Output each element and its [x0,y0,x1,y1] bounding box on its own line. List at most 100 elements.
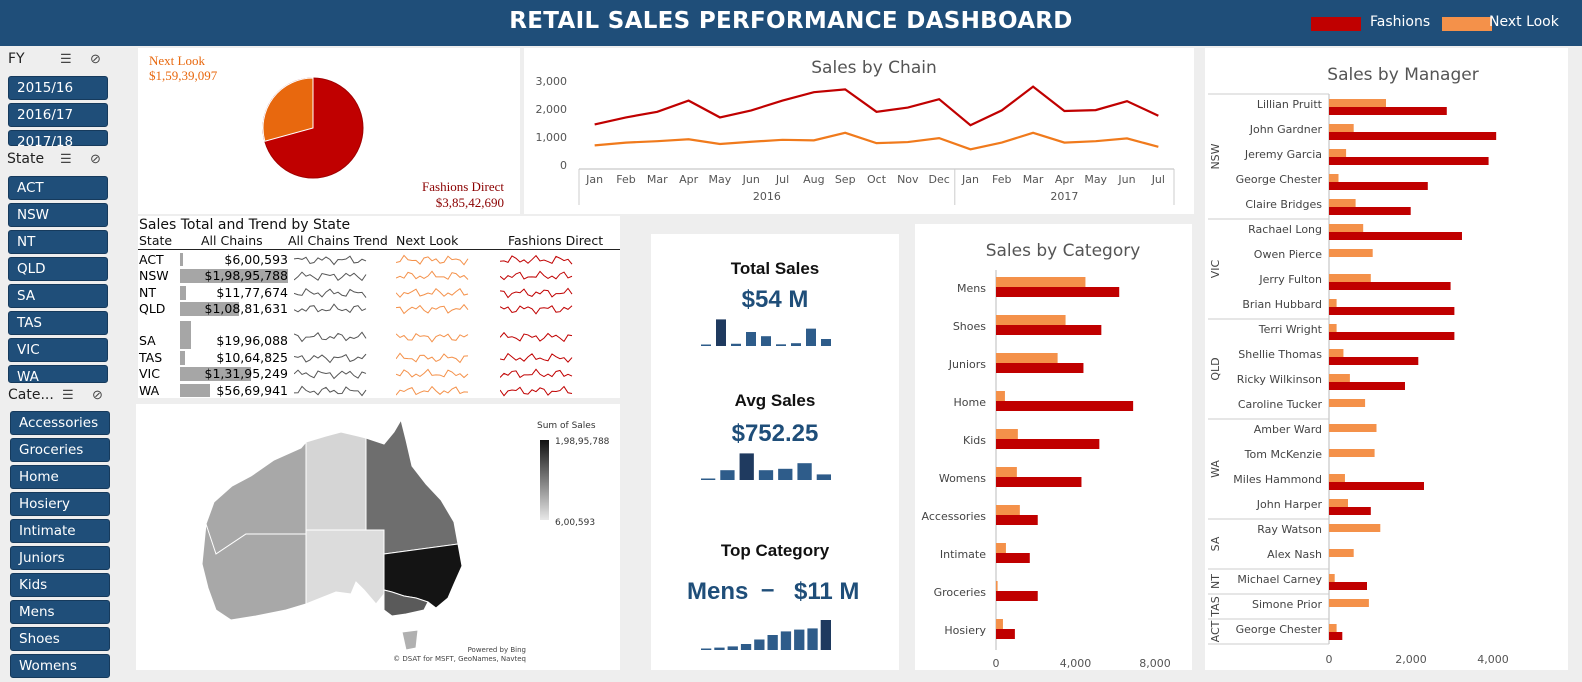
state-trend-next-look [396,287,469,298]
chain-x-tick: Feb [992,173,1011,186]
state-trend-all-chains [294,331,367,343]
manager-bar-next-look [1329,124,1354,132]
category-bar-fashions [996,515,1038,525]
chain-x-tick: Jun [1117,173,1135,186]
clear-filter-icon[interactable]: ⊘ [92,387,103,402]
manager-label: Terri Wright [1258,323,1323,336]
manager-label: Ray Watson [1257,523,1322,536]
dashboard-title: RETAIL SALES PERFORMANCE DASHBOARD [509,8,1073,34]
state-trend-all-chains [294,369,367,380]
slicer-category-item[interactable]: Mens [10,600,110,624]
slicer-state-item[interactable]: TAS [8,311,108,335]
slicer-state-item[interactable]: WA [8,365,108,385]
slicer-category-item[interactable]: Juniors [10,546,110,570]
pie-value-next-look: $1,59,39,097 [149,68,218,83]
manager-bar-next-look [1329,374,1350,382]
slicer-state-item[interactable]: QLD [8,257,108,281]
clear-filter-icon[interactable]: ⊘ [90,51,101,66]
map-credit-bing: Powered by Bing [468,646,526,654]
slicer-category-item[interactable]: Hosiery [10,492,110,516]
legend-label-next-look: Next Look [1489,14,1559,30]
state-table-bar [180,269,288,283]
chain-x-tick: Jul [1151,173,1165,186]
slicer-state-item[interactable]: ACT [8,176,108,200]
category-bar-next-look [996,543,1006,553]
manager-state-label: SA [1209,536,1222,551]
kpi-spark-bar [821,339,831,346]
slicer-state-title: State [7,151,45,167]
clear-filter-icon[interactable]: ⊘ [90,151,101,166]
slicer-fy-item[interactable]: 2016/17 [8,103,108,127]
map-region-nt [305,431,367,531]
state-trend-fashions [500,254,573,265]
slicer-category-title: Cate... [8,387,54,403]
chain-x-tick: Jan [961,173,979,186]
kpi-total-value: $54 M [741,286,809,313]
state-table-header: Fashions Direct [508,233,604,248]
state-table-panel: Sales Total and Trend by State State All … [138,216,620,398]
slicer-category-item[interactable]: Shoes [10,627,110,651]
multi-select-icon[interactable]: ☰ [60,151,72,166]
slicer-category-item[interactable]: Groceries [10,438,110,462]
manager-label: Rachael Long [1248,223,1322,236]
state-trend-all-chains [294,287,367,298]
manager-label: George Chester [1236,173,1323,186]
chain-x-tick: Mar [647,173,668,186]
slicer-state-item[interactable]: SA [8,284,108,308]
category-bar-fashions [996,287,1120,297]
slicer-fy-title: FY [8,51,25,67]
slicer-fy-item[interactable]: 2015/16 [8,76,108,100]
category-bar-fashions [996,325,1102,335]
kpi-spark-bar [758,470,774,480]
slicer-category-item[interactable]: Intimate [10,519,110,543]
multi-select-icon[interactable]: ☰ [60,51,72,66]
manager-label: Michael Carney [1237,573,1322,586]
manager-bar-next-look [1329,399,1366,407]
kpi-spark-bar [727,646,738,650]
slicer-fy-item[interactable]: 2017/18 [8,130,108,150]
state-table-bar [180,286,187,300]
manager-bar-next-look [1329,299,1337,307]
manager-bar-next-look [1329,99,1386,107]
chain-x-tick: Jan [585,173,603,186]
kpi-spark-bar [731,343,741,346]
slicer-state-item[interactable]: NSW [8,203,108,227]
multi-select-icon[interactable]: ☰ [62,387,74,402]
category-label: Juniors [948,358,986,371]
manager-chart-title: Sales by Manager [1327,65,1478,85]
manager-label: Claire Bridges [1245,198,1322,211]
manager-bar-next-look [1329,199,1356,207]
slicer-category-item[interactable]: Home [10,465,110,489]
state-table-total: $6,00,593 [224,252,288,267]
manager-bar-fashions [1329,157,1489,165]
state-trend-fashions [500,352,573,363]
state-table-state: ACT [139,252,164,267]
kpi-spark-bar [780,631,792,650]
manager-bar-fashions [1329,232,1462,240]
chain-chart-title: Sales by Chain [811,58,936,78]
kpi-top-dash: – [761,576,775,603]
category-bar-next-look [996,467,1017,477]
state-trend-next-look [396,270,469,280]
kpi-spark-bar [791,343,801,346]
chain-line-fashions [594,85,1159,127]
manager-bar-fashions [1329,307,1455,315]
kpi-spark-bar [761,336,771,346]
slicer-category-item[interactable]: Kids [10,573,110,597]
manager-bar-fashions [1329,357,1419,365]
slicer-category-item[interactable]: Womens [10,654,110,678]
category-bar-fashions [996,401,1134,411]
category-label: Home [954,396,987,409]
map-region-vic [383,589,429,617]
manager-bar-fashions [1329,182,1428,190]
manager-label: John Gardner [1249,123,1323,136]
category-x-tick: 8,000 [1139,657,1171,670]
slicer-state-item[interactable]: NT [8,230,108,254]
manager-label: Jeremy Garcia [1244,148,1322,161]
slicer-state-item[interactable]: VIC [8,338,108,362]
kpi-spark-bar [701,478,716,480]
manager-bar-fashions [1329,132,1497,140]
category-label: Accessories [922,510,987,523]
slicer-category-item[interactable]: Accessories [10,411,110,435]
kpi-spark-bar [701,648,712,650]
